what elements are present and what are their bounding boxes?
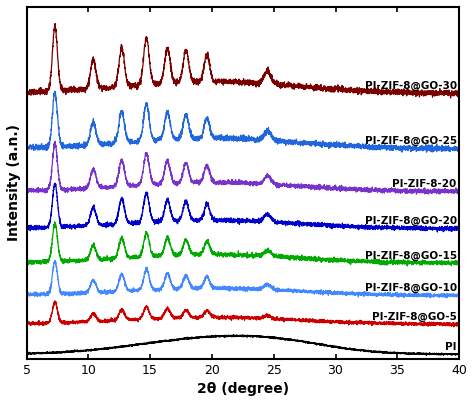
Text: PI-ZIF-8-20: PI-ZIF-8-20 bbox=[392, 179, 456, 189]
Text: PI-ZIF-8@GO-20: PI-ZIF-8@GO-20 bbox=[365, 216, 456, 226]
Text: PI-ZIF-8@GO-25: PI-ZIF-8@GO-25 bbox=[365, 136, 456, 146]
Text: PI-ZIF-8@GO-10: PI-ZIF-8@GO-10 bbox=[365, 283, 456, 293]
Text: PI-ZIF-8@GO-5: PI-ZIF-8@GO-5 bbox=[372, 312, 456, 322]
Text: PI: PI bbox=[445, 342, 456, 352]
Y-axis label: Intensity (a.n.): Intensity (a.n.) bbox=[7, 124, 21, 241]
X-axis label: 2θ (degree): 2θ (degree) bbox=[197, 382, 289, 396]
Text: PI-ZIF-8@GO-30: PI-ZIF-8@GO-30 bbox=[365, 81, 456, 91]
Text: PI-ZIF-8@GO-15: PI-ZIF-8@GO-15 bbox=[365, 251, 456, 261]
